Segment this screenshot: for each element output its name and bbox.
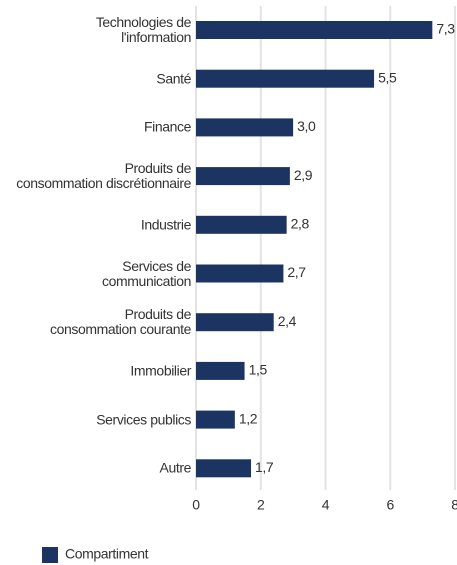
bar [196, 361, 245, 380]
bar [196, 313, 274, 332]
bar [196, 69, 375, 88]
data-label: 2,7 [287, 264, 306, 280]
y-tick-label: Technologies de l'information [95, 14, 192, 45]
data-label: 1,7 [255, 459, 274, 475]
x-tick-label: 4 [322, 497, 330, 513]
data-label: 1,5 [249, 362, 268, 378]
y-tick-label: Services publics [96, 411, 191, 428]
data-label: 3,0 [297, 118, 316, 134]
data-label: 7,3 [436, 21, 455, 37]
legend-swatch [42, 547, 58, 563]
bar [196, 118, 294, 137]
data-label: 2,9 [294, 167, 313, 183]
data-label: 2,4 [278, 313, 297, 329]
y-tick-label: Produits de consommation discrétionnaire [16, 160, 191, 192]
y-tick-label: Services de communication [102, 257, 191, 289]
y-tick-label: Industrie [140, 216, 192, 233]
x-tick-label: 2 [257, 497, 265, 513]
data-label: 1,2 [239, 410, 258, 426]
bar [196, 215, 287, 234]
bar [196, 264, 284, 283]
y-tick-label: Finance [143, 118, 191, 135]
data-label: 2,8 [291, 216, 310, 232]
bar [196, 167, 290, 186]
legend-label: Compartiment [65, 546, 149, 562]
y-tick-label: Produits de consommation courante [49, 306, 191, 338]
bar [196, 410, 235, 429]
y-tick-label: Santé [156, 70, 191, 87]
data-label: 5,5 [378, 69, 397, 85]
bar [196, 459, 252, 478]
y-tick-label: Immobilier [130, 362, 191, 379]
x-tick-label: 6 [387, 497, 395, 513]
y-tick-label: Autre [159, 459, 192, 476]
x-tick-label: 0 [192, 497, 200, 513]
x-tick-label: 8 [451, 497, 457, 513]
bar [196, 21, 433, 39]
